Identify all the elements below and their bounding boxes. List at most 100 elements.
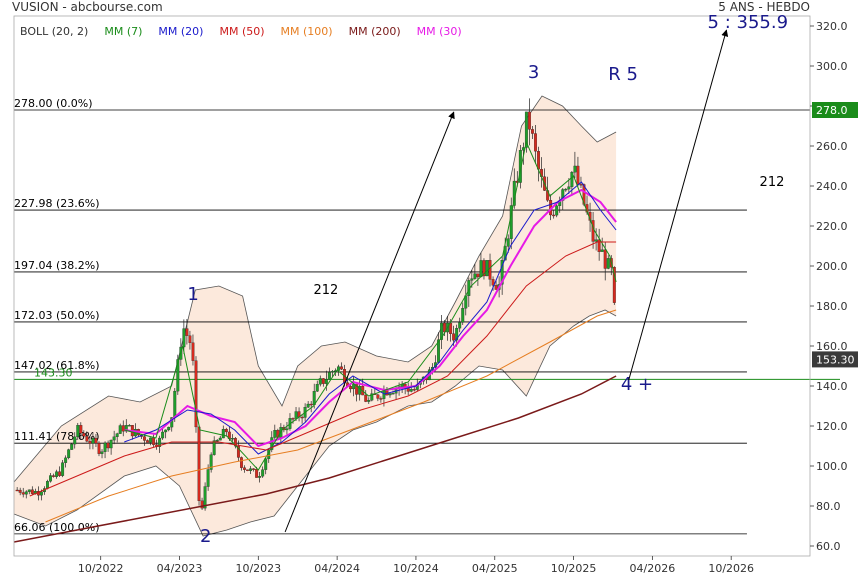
candle-body [579,184,583,186]
chart-title: VUSION - abcbourse.com [12,0,163,14]
legend-item-6: MM (30) [417,25,462,38]
chart-period: 5 ANS - HEBDO [718,0,810,14]
candle-body [355,384,359,395]
price-tag-278-bg [812,102,858,118]
candle-body [209,454,213,470]
candle-body [182,328,186,348]
candle-body [485,260,489,277]
x-tick-label: 04/2026 [630,562,676,575]
candle-body [118,425,122,434]
candle-body [82,433,86,437]
candle-body [127,425,131,427]
candle-body [491,279,495,286]
candle-body [597,239,601,252]
candle-body [506,238,510,247]
candle-body [458,322,462,329]
axes: 60.080.0100.0120.0140.0160.0180.0200.022… [78,20,858,575]
x-tick-label: 10/2026 [708,562,754,575]
candle-body [200,500,204,509]
x-tick-label: 10/2025 [551,562,597,575]
bollinger-bands [13,95,617,537]
candle-body [324,379,328,384]
fib-label-1: 227.98 (23.6%) [14,197,100,210]
candle-body [188,335,192,343]
legend-item-5: MM (200) [349,25,401,38]
candle-body [70,443,74,450]
candle-body [112,436,116,441]
candle-body [109,439,113,449]
candle-body [146,440,149,443]
moving-averages [13,140,617,543]
candle-body [612,267,616,303]
y-tick-label-180: 180.0 [816,300,848,313]
legend-item-2: MM (20) [158,25,203,38]
candle-body [15,489,19,492]
fibonacci-levels: 278.00 (0.0%) 227.98 (23.6%) 197.04 (38.2%… [14,97,840,535]
candle-body [185,328,189,336]
candle-body [91,438,95,444]
candle-body [52,475,55,477]
candle-body [30,489,34,494]
candle-body [85,436,89,442]
candle-body [246,469,249,471]
candle-body [121,425,125,432]
candle-body [176,359,180,392]
candle-body [39,491,43,496]
candle-body [230,438,234,440]
candle-body [452,333,456,341]
x-tick-label: 10/2024 [393,562,439,575]
candle-body [321,378,325,384]
x-tick-label: 04/2023 [157,562,203,575]
candle-body [555,205,559,216]
plot-border [13,15,811,557]
legend-item-3: MM (50) [219,25,264,38]
y-tick-label-80: 80.0 [816,500,841,513]
ma-line-20 [124,181,617,455]
y-tick-label-60: 60.0 [816,540,841,553]
price-tag-last: 153.30 [812,351,858,368]
candle-body [570,172,574,187]
candle-body [224,428,228,433]
annotation-5: 5 : 355.9 [708,12,789,33]
candle-body [236,445,240,458]
candle-body [55,471,59,477]
candle-body [106,442,110,449]
candle-body [79,425,83,434]
candle-body [306,403,310,408]
candle-body [352,384,356,390]
price-tag-last-bg [812,351,858,368]
candle-body [18,489,22,493]
candle-body [440,322,443,340]
bollinger-upper-band [13,95,617,483]
candle-body [370,393,374,401]
candle-body [500,260,504,285]
candle-body [527,111,531,130]
candle-body [64,457,68,463]
candle-body [300,416,304,419]
y-tick-label-100: 100.0 [816,460,848,473]
candle-body [88,441,92,444]
annotations: 1 2 3 R 5 4 + 5 : 355.9 212 212 [187,12,788,547]
candle-body [503,246,507,261]
candle-body [273,430,277,438]
candle-body [240,457,243,468]
ma-line-100 [45,309,617,523]
x-tick-label: 04/2024 [314,562,360,575]
candle-body [264,458,268,470]
candle-body [476,273,480,278]
candle-body [215,440,219,442]
y-tick-label-300: 300.0 [816,60,848,73]
candle-body [573,165,577,173]
candle-body [340,366,343,370]
ma-line-200 [13,375,617,543]
candle-body [309,403,313,406]
y-tick-label-120: 120.0 [816,420,848,433]
candle-body [412,389,416,391]
candle-body [73,436,77,445]
candle-body [58,471,62,476]
candle-body [203,486,207,509]
candle-body [567,186,571,190]
fib-label-4: 147.02 (61.8%) [14,359,100,372]
y-tick-label-200: 200.0 [816,260,848,273]
